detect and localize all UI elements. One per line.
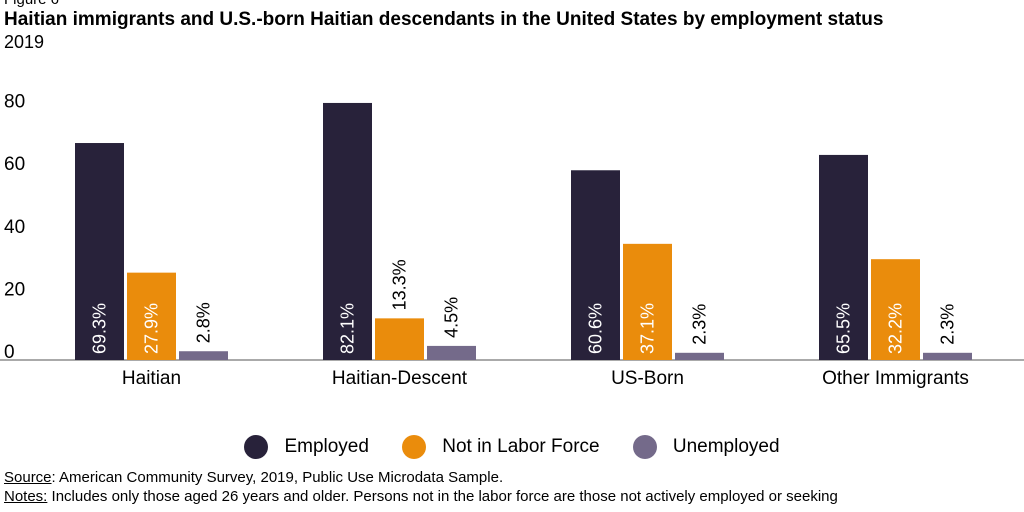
data-label-employed-4: 65.5% — [834, 303, 854, 354]
data-label-unemployed-1: 2.8% — [194, 302, 214, 343]
bar-unemployed-4 — [923, 352, 972, 360]
source-text: : American Community Survey, 2019, Publi… — [51, 469, 504, 486]
data-label-not-in-labor-force-4: 32.2% — [886, 303, 906, 354]
notes: Notes: Includes only those aged 26 years… — [4, 488, 838, 506]
y-tick-label-0: 0 — [4, 342, 15, 363]
bar-employed-1 — [75, 143, 124, 360]
x-tick-label-4: Other Immigrants — [822, 368, 969, 389]
bar-unemployed-2 — [427, 345, 476, 360]
x-tick-label-1: Haitian — [122, 368, 181, 389]
data-label-unemployed-2: 4.5% — [442, 297, 462, 338]
data-label-not-in-labor-force-1: 27.9% — [142, 303, 162, 354]
legend-swatch-unemployed — [632, 435, 657, 459]
legend-swatch-employed — [244, 435, 269, 459]
bar-not-in-labor-force-2 — [375, 318, 424, 360]
y-tick-label-60: 60 — [4, 154, 25, 175]
legend-swatch-not-in-labor-force — [402, 435, 427, 459]
data-label-employed-3: 60.6% — [586, 303, 606, 354]
bar-unemployed-1 — [179, 351, 228, 360]
legend-label-employed: Employed — [284, 436, 369, 457]
chart-title: Haitian immigrants and U.S.-born Haitian… — [4, 9, 884, 30]
data-label-unemployed-3: 2.3% — [690, 304, 710, 345]
bar-not-in-labor-force-1 — [127, 272, 176, 360]
data-label-employed-2: 82.1% — [338, 303, 358, 354]
chart-subtitle: 2019 — [4, 32, 45, 52]
legend-label-unemployed: Unemployed — [672, 436, 780, 457]
bar-employed-2 — [323, 102, 372, 361]
figure-label: Figure 6 — [4, 0, 59, 9]
legend-item-employed: Employed — [244, 434, 369, 460]
bar-employed-4 — [819, 154, 868, 360]
notes-text: Includes only those aged 26 years and ol… — [47, 488, 838, 505]
legend-label-not-in-labor-force: Not in Labor Force — [442, 436, 600, 457]
x-tick-label-2: Haitian-Descent — [332, 368, 468, 389]
data-label-unemployed-4: 2.3% — [938, 304, 958, 345]
bar-chart: 0 20 40 60 80 69.3% 27.9% 2.8% Haitian 82.1% 13.3%… — [0, 92, 1024, 389]
bar-not-in-labor-force-3 — [623, 243, 672, 360]
y-tick-label-40: 40 — [4, 217, 25, 238]
x-tick-label-3: US-Born — [611, 368, 684, 389]
chart-legend: Employed Not in Labor Force Unemployed — [0, 434, 1024, 467]
bar-unemployed-3 — [675, 352, 724, 360]
source-label: Source — [4, 469, 52, 486]
y-tick-label-20: 20 — [4, 279, 25, 300]
data-label-employed-1: 69.3% — [90, 303, 110, 354]
legend-item-unemployed: Unemployed — [632, 434, 780, 460]
source-note: Source: American Community Survey, 2019,… — [4, 469, 503, 487]
bar-employed-3 — [571, 170, 620, 360]
y-tick-label-80: 80 — [4, 92, 25, 113]
data-label-not-in-labor-force-2: 13.3% — [390, 259, 410, 310]
bar-not-in-labor-force-4 — [871, 259, 920, 360]
data-label-not-in-labor-force-3: 37.1% — [638, 303, 658, 354]
notes-label: Notes: — [4, 488, 48, 505]
legend-item-not-in-labor-force: Not in Labor Force — [402, 434, 600, 460]
